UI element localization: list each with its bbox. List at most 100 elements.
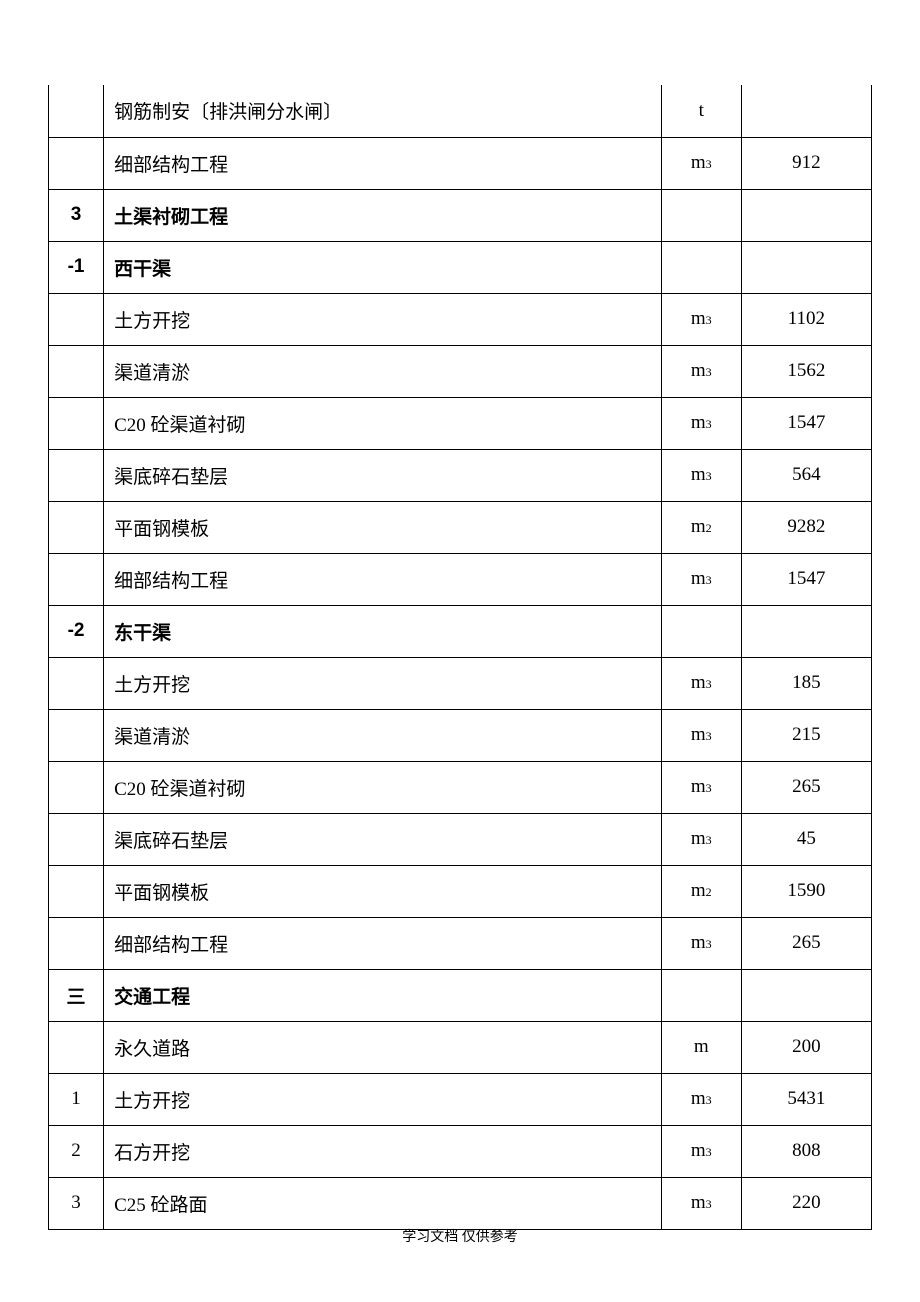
row-value: 185 (741, 657, 871, 709)
table-row: 平面钢模板m21590 (49, 865, 872, 917)
row-index (49, 501, 104, 553)
row-unit: m3 (661, 397, 741, 449)
row-index: 3 (49, 189, 104, 241)
data-table: 钢筋制安〔排洪闸分水闸〕t细部结构工程m39123土渠衬砌工程-1西干渠土方开挖… (48, 85, 872, 1230)
row-unit: m3 (661, 709, 741, 761)
row-index (49, 449, 104, 501)
row-unit: t (661, 85, 741, 137)
row-value: 265 (741, 761, 871, 813)
row-description: 西干渠 (104, 241, 662, 293)
row-index (49, 813, 104, 865)
table-row: -2东干渠 (49, 605, 872, 657)
row-value: 1562 (741, 345, 871, 397)
row-description: 东干渠 (104, 605, 662, 657)
row-unit: m3 (661, 813, 741, 865)
table-row: 钢筋制安〔排洪闸分水闸〕t (49, 85, 872, 137)
table-row: 渠道清淤m31562 (49, 345, 872, 397)
row-unit: m3 (661, 657, 741, 709)
row-unit: m (661, 1021, 741, 1073)
table-row: 渠底碎石垫层m3564 (49, 449, 872, 501)
footer-text: 学习文档 仅供参考 (402, 1230, 518, 1245)
row-unit: m3 (661, 761, 741, 813)
row-unit: m3 (661, 917, 741, 969)
row-index (49, 85, 104, 137)
table-row: 渠道清淤m3215 (49, 709, 872, 761)
row-unit (661, 605, 741, 657)
row-index (49, 1021, 104, 1073)
row-description: 钢筋制安〔排洪闸分水闸〕 (104, 85, 662, 137)
row-value: 1102 (741, 293, 871, 345)
row-index (49, 397, 104, 449)
row-description: 渠道清淤 (104, 345, 662, 397)
table-row: 3土渠衬砌工程 (49, 189, 872, 241)
row-value: 1547 (741, 397, 871, 449)
row-index (49, 553, 104, 605)
row-value: 200 (741, 1021, 871, 1073)
row-unit: m3 (661, 137, 741, 189)
row-description: 渠道清淤 (104, 709, 662, 761)
row-description: 平面钢模板 (104, 865, 662, 917)
row-value: 912 (741, 137, 871, 189)
table-row: 三交通工程 (49, 969, 872, 1021)
row-index: -1 (49, 241, 104, 293)
row-unit: m3 (661, 345, 741, 397)
row-description: 渠底碎石垫层 (104, 449, 662, 501)
page-footer: 学习文档 仅供参考 (0, 1226, 920, 1246)
row-description: C25 砼路面 (104, 1177, 662, 1229)
row-value: 265 (741, 917, 871, 969)
row-description: 土渠衬砌工程 (104, 189, 662, 241)
row-index: -2 (49, 605, 104, 657)
row-value: 564 (741, 449, 871, 501)
table-row: 细部结构工程m3265 (49, 917, 872, 969)
row-value: 9282 (741, 501, 871, 553)
table-row: 土方开挖m31102 (49, 293, 872, 345)
row-value: 5431 (741, 1073, 871, 1125)
table-row: C20 砼渠道衬砌m3265 (49, 761, 872, 813)
row-index (49, 137, 104, 189)
row-index (49, 865, 104, 917)
row-value (741, 85, 871, 137)
row-index (49, 657, 104, 709)
row-index: 1 (49, 1073, 104, 1125)
row-description: 永久道路 (104, 1021, 662, 1073)
row-value: 1590 (741, 865, 871, 917)
row-unit: m2 (661, 865, 741, 917)
row-description: 石方开挖 (104, 1125, 662, 1177)
row-index: 三 (49, 969, 104, 1021)
row-index: 3 (49, 1177, 104, 1229)
row-unit: m3 (661, 1125, 741, 1177)
row-value: 220 (741, 1177, 871, 1229)
row-description: C20 砼渠道衬砌 (104, 761, 662, 813)
row-description: 土方开挖 (104, 1073, 662, 1125)
row-description: 细部结构工程 (104, 917, 662, 969)
row-description: 土方开挖 (104, 657, 662, 709)
table-row: C20 砼渠道衬砌m31547 (49, 397, 872, 449)
row-index (49, 761, 104, 813)
row-unit: m3 (661, 553, 741, 605)
row-index (49, 293, 104, 345)
row-description: 土方开挖 (104, 293, 662, 345)
table-row: 2石方开挖m3808 (49, 1125, 872, 1177)
table-row: 土方开挖m3185 (49, 657, 872, 709)
table-row: 3C25 砼路面m3220 (49, 1177, 872, 1229)
row-index: 2 (49, 1125, 104, 1177)
row-unit: m3 (661, 1073, 741, 1125)
table-row: 平面钢模板m29282 (49, 501, 872, 553)
row-description: 交通工程 (104, 969, 662, 1021)
table-row: -1西干渠 (49, 241, 872, 293)
row-unit (661, 189, 741, 241)
table-row: 渠底碎石垫层m345 (49, 813, 872, 865)
engineering-quantities-table: 钢筋制安〔排洪闸分水闸〕t细部结构工程m39123土渠衬砌工程-1西干渠土方开挖… (48, 85, 872, 1230)
row-value: 1547 (741, 553, 871, 605)
table-row: 细部结构工程m3912 (49, 137, 872, 189)
row-index (49, 917, 104, 969)
row-description: 细部结构工程 (104, 553, 662, 605)
row-value: 45 (741, 813, 871, 865)
row-value (741, 969, 871, 1021)
row-unit (661, 241, 741, 293)
table-row: 细部结构工程m31547 (49, 553, 872, 605)
row-description: 平面钢模板 (104, 501, 662, 553)
row-unit: m2 (661, 501, 741, 553)
row-description: 渠底碎石垫层 (104, 813, 662, 865)
row-description: 细部结构工程 (104, 137, 662, 189)
